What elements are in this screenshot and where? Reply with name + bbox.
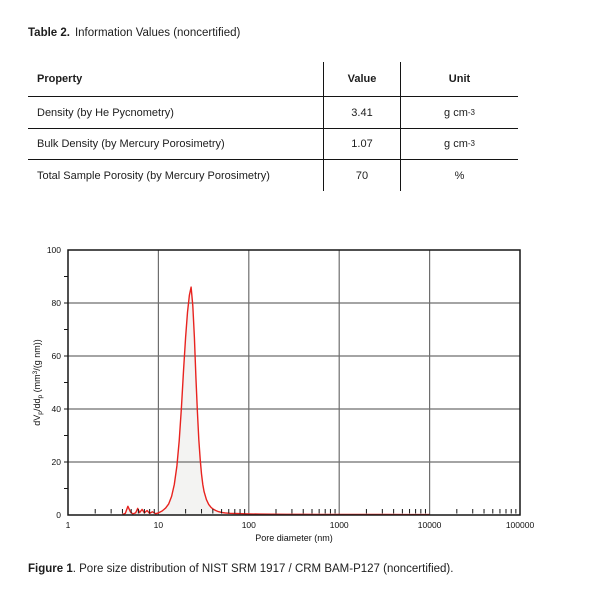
x-tick-label: 100000 (506, 520, 535, 530)
table-cell-unit: % (400, 160, 518, 191)
table-cell-value: 3.41 (323, 97, 400, 129)
table-header-value: Value (323, 62, 400, 97)
table-title-text: Information Values (noncertified) (74, 27, 241, 39)
x-tick-label: 10000 (418, 520, 442, 530)
pore-size-distribution-chart: 0 20 40 60 80 100 1 10 100 1000 10000 100000 Pore di… (32, 245, 535, 543)
table-cell-property: Total Sample Porosity (by Mercury Porosi… (37, 169, 270, 182)
table-cell-unit: g cm -3 (400, 97, 518, 129)
table-header-property: Property (28, 62, 323, 97)
figure-caption-text: . Pore size distribution of NIST SRM 191… (72, 563, 454, 575)
y-tick-label: 40 (52, 404, 62, 414)
table-cell-unit: g cm -3 (400, 129, 518, 160)
area-fill (122, 287, 430, 515)
figure-caption-label: Figure 1 (28, 563, 73, 575)
info-table: Property Value Unit Density (by He Pycno… (28, 62, 518, 191)
y-axis-title: dVp/ddp (mm3/(g nm)) (32, 339, 44, 425)
table-title: Table 2. Information Values (noncertified… (28, 26, 240, 41)
y-tick-label: 20 (52, 457, 62, 467)
x-axis-title: Pore diameter (nm) (255, 533, 333, 543)
table-title-label: Table 2. (28, 27, 70, 39)
x-tick-label: 1 (66, 520, 71, 530)
data-line (122, 286, 430, 516)
y-tick-label: 60 (52, 351, 62, 361)
y-tick-label: 0 (56, 510, 61, 520)
y-tick-label: 100 (47, 245, 61, 255)
table-cell-property: Density (by He Pycnometry) (28, 97, 323, 129)
x-tick-label: 1000 (330, 520, 349, 530)
table-cell-value: 1.07 (323, 129, 400, 160)
table-cell-value: 70 (323, 160, 400, 191)
figure-caption: Figure 1. Pore size distribution of NIST… (28, 562, 453, 577)
plot-frame (67, 249, 521, 516)
table-cell-property: Bulk Density (by Mercury Porosimetry) (28, 129, 323, 160)
x-tick-label: 100 (242, 520, 256, 530)
y-tick-label: 80 (52, 298, 62, 308)
table-header-unit: Unit (400, 62, 518, 97)
x-tick-label: 10 (154, 520, 164, 530)
